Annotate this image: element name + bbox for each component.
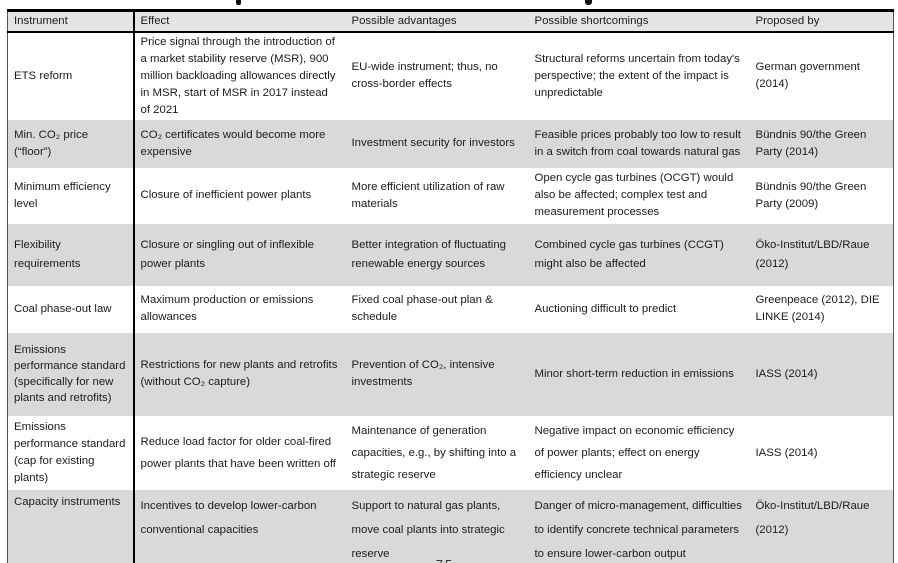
column-header-possible-advantages: Possible advantages	[345, 10, 529, 33]
table-row: Emissions performance standard (cap for …	[7, 415, 894, 490]
column-header-effect: Effect	[133, 10, 346, 33]
cell-shortcomings: Structural reforms uncertain from today'…	[534, 52, 740, 99]
cell-advantages: Maintenance of generation capacities, e.…	[351, 424, 517, 481]
cell-shortcomings: Auctioning difficult to predict	[534, 302, 677, 315]
cell-shortcomings: Negative impact on economic efficiency o…	[534, 424, 735, 481]
cutoff-caption-fragment	[585, 0, 592, 5]
table-row: Minimum efficiency level Closure of inef…	[7, 167, 894, 224]
column-header-instrument: Instrument	[7, 10, 135, 33]
cell-advantages: Support to natural gas plants, move coal…	[351, 499, 505, 560]
cell-shortcomings: Open cycle gas turbines (OCGT) would als…	[534, 172, 734, 218]
column-header-proposed-by: Proposed by	[749, 10, 894, 33]
cell-instrument: Capacity instruments	[7, 489, 135, 563]
cell-instrument: Emissions performance standard (specific…	[7, 332, 135, 416]
cell-shortcomings: Feasible prices probably too low to resu…	[534, 128, 741, 158]
cell-proposed-by: IASS (2014)	[755, 446, 818, 459]
cell-instrument: Minimum efficiency level	[7, 167, 135, 224]
cell-instrument: Min. CO₂ price (“floor”)	[7, 119, 135, 168]
cell-proposed-by: Öko-Institut/LBD/Raue (2012)	[755, 499, 870, 536]
cell-advantages: Investment security for investors	[351, 137, 515, 149]
cell-effect: Price signal through the introduction of…	[140, 35, 336, 116]
cell-proposed-by: German government (2014)	[755, 61, 860, 90]
cell-effect: Restrictions for new plants and retrofit…	[140, 359, 338, 388]
cell-instrument: Coal phase-out law	[7, 285, 135, 333]
cell-effect: Reduce load factor for older coal-fired …	[140, 435, 336, 470]
cell-shortcomings: Minor short-term reduction in emissions	[534, 367, 734, 380]
cell-shortcomings: Combined cycle gas turbines (CCGT) might…	[534, 238, 724, 270]
table-row: Flexibility requirements Closure or sing…	[7, 223, 894, 286]
instruments-table: Instrument Effect Possible advantages Po…	[7, 9, 894, 563]
cell-proposed-by: IASS (2014)	[755, 367, 818, 380]
table-row: Capacity instruments Incentives to devel…	[7, 489, 894, 563]
cell-proposed-by: Bündnis 90/the Green Party (2009)	[755, 180, 867, 210]
table-row: ETS reform Price signal through the intr…	[7, 31, 894, 120]
cutoff-caption-fragment	[236, 0, 241, 5]
column-header-possible-shortcomings: Possible shortcomings	[528, 10, 750, 33]
cell-instrument: ETS reform	[7, 31, 135, 120]
cell-instrument: Emissions performance standard (cap for …	[7, 415, 135, 490]
cell-proposed-by: Bündnis 90/the Green Party (2014)	[755, 128, 867, 158]
cell-proposed-by: Öko-Institut/LBD/Raue (2012)	[755, 238, 870, 270]
cell-effect: Closure of inefficient power plants	[140, 189, 312, 201]
cell-effect: CO₂ certificates would become more expen…	[140, 128, 326, 158]
cell-effect: Closure or singling out of inflexible po…	[140, 238, 315, 270]
cell-advantages: EU-wide instrument; thus, no cross-borde…	[351, 61, 498, 90]
cell-advantages: Prevention of CO₂, intensive investments	[351, 359, 495, 388]
table-row: Coal phase-out law Maximum production or…	[7, 285, 894, 333]
cell-instrument: Flexibility requirements	[7, 223, 135, 286]
cell-effect: Incentives to develop lower-carbon conve…	[140, 499, 317, 536]
cell-proposed-by: Greenpeace (2012), DIE LINKE (2014)	[755, 294, 880, 323]
cell-advantages: More efficient utilization of raw materi…	[351, 180, 505, 210]
page-number-cutoff: 75	[430, 553, 460, 563]
cell-advantages: Better integration of fluctuating renewa…	[351, 238, 507, 270]
cell-advantages: Fixed coal phase-out plan & schedule	[351, 294, 493, 323]
cell-shortcomings: Danger of micro-management, difficulties…	[534, 499, 742, 560]
table-header-row: Instrument Effect Possible advantages Po…	[7, 10, 894, 33]
table-row: Emissions performance standard (specific…	[7, 332, 894, 416]
cell-effect: Maximum production or emissions allowanc…	[140, 294, 314, 323]
table-row: Min. CO₂ price (“floor”) CO₂ certificate…	[7, 119, 894, 168]
